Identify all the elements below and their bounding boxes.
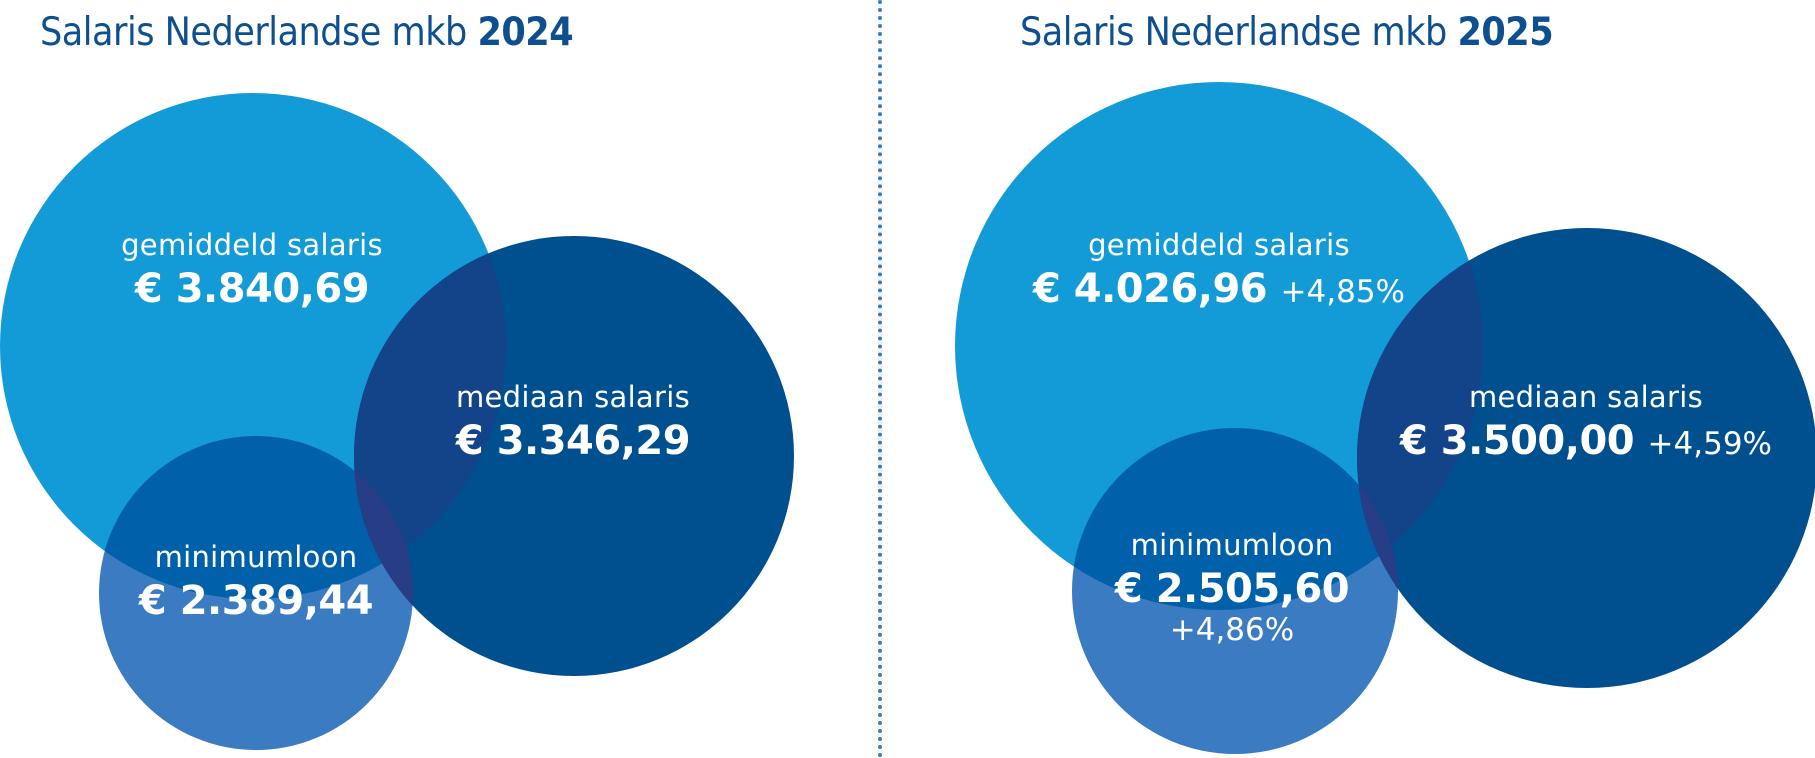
change-average-2025: +4,85%	[1280, 274, 1406, 310]
label-median-2024: mediaan salaris € 3.346,29	[455, 380, 691, 464]
label-average-2024: gemiddeld salaris € 3.840,69	[121, 228, 383, 312]
panel-divider	[878, 0, 882, 758]
chart-title-2025: Salaris Nederlandse mkb 2025	[1020, 10, 1554, 55]
change-median-2025: +4,59%	[1647, 426, 1773, 462]
overlap-avg-min-2025	[955, 82, 1483, 610]
change-minimum-2025: +4,86%	[1169, 612, 1295, 648]
title-year: 2024	[477, 10, 574, 55]
value-median-2024: € 3.346,29	[455, 418, 691, 464]
overlap-med-min-2024	[354, 236, 794, 676]
panel-2025: Salaris Nederlandse mkb 2025 gemiddeld s…	[880, 0, 1815, 758]
label-median-2025: mediaan salaris € 3.500,00 +4,59%	[1399, 380, 1773, 464]
value-median-2025: € 3.500,00 +4,59%	[1399, 418, 1773, 464]
panel-2024: Salaris Nederlandse mkb 2024 gemiddeld s…	[0, 0, 880, 758]
chart-title-2024: Salaris Nederlandse mkb 2024	[40, 10, 574, 55]
value-minimum-2025: € 2.505,60	[1114, 566, 1350, 612]
value-average-2024: € 3.840,69	[134, 266, 370, 312]
label-minimum-2025: minimumloon € 2.505,60 +4,86%	[1114, 528, 1350, 648]
value-minimum-2024: € 2.389,44	[138, 578, 374, 624]
label-minimum-2024: minimumloon € 2.389,44	[138, 540, 374, 624]
label-average-2025: gemiddeld salaris € 4.026,96 +4,85%	[1032, 228, 1406, 312]
value-average-2025: € 4.026,96 +4,85%	[1032, 266, 1406, 312]
title-year: 2025	[1457, 10, 1554, 55]
